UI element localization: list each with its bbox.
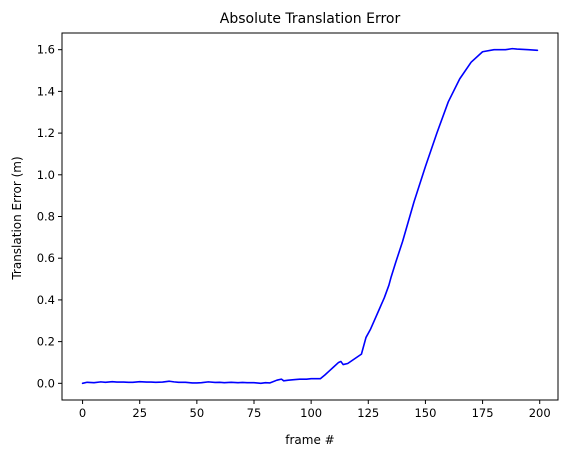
y-axis: 0.0 0.2 0.4 0.6 0.8 1.0 1.2 1.4 1.6: [37, 43, 62, 390]
x-axis: 0 25 50 75 100 125 150 175 200: [79, 400, 551, 420]
y-tick-label: 1.6: [37, 43, 55, 57]
y-tick-label: 0.0: [37, 376, 55, 390]
x-tick-label: 25: [132, 406, 147, 420]
y-tick-label: 0.8: [37, 210, 55, 224]
y-tick-label: 1.0: [37, 168, 55, 182]
x-tick-label: 50: [190, 406, 205, 420]
x-tick-label: 200: [529, 406, 551, 420]
x-tick-label: 0: [79, 406, 86, 420]
x-tick-label: 150: [414, 406, 436, 420]
x-tick-label: 75: [247, 406, 262, 420]
x-tick-label: 125: [357, 406, 379, 420]
plot-frame: [61, 32, 559, 401]
x-axis-label: frame #: [285, 433, 334, 447]
y-tick-label: 1.4: [37, 84, 55, 98]
y-tick-label: 0.4: [37, 293, 55, 307]
series-line-0: [81, 47, 539, 385]
y-axis-label: Translation Error (m): [10, 156, 24, 280]
y-tick-label: 1.2: [37, 126, 55, 140]
plot-area: [61, 32, 559, 401]
x-tick-label: 175: [472, 406, 494, 420]
chart-title: Absolute Translation Error: [220, 11, 401, 27]
y-tick-label: 0.6: [37, 251, 55, 265]
x-tick-label: 100: [300, 406, 322, 420]
y-tick-label: 0.2: [37, 335, 55, 349]
